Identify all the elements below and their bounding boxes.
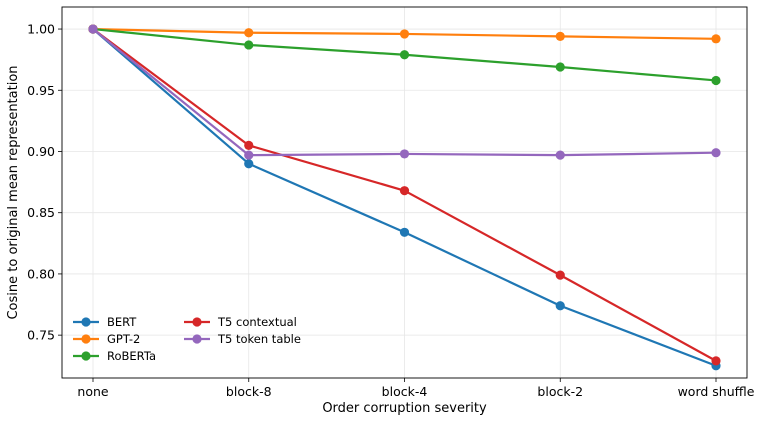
y-tick-label: 0.75 bbox=[27, 328, 55, 343]
data-point-t5-token-table bbox=[244, 150, 254, 160]
x-tick-label: block-8 bbox=[226, 384, 272, 399]
data-point-t5-contextual bbox=[399, 186, 410, 196]
data-point-bert bbox=[555, 301, 565, 311]
legend-label: T5 token table bbox=[217, 332, 301, 346]
x-tick-label: word shuffle bbox=[678, 384, 755, 399]
data-point-t5-token-table bbox=[555, 150, 565, 160]
data-point-t5-token-table bbox=[88, 24, 98, 34]
data-point-gpt-2 bbox=[555, 31, 565, 41]
data-point-t5-contextual bbox=[555, 270, 565, 280]
data-point-bert bbox=[399, 227, 410, 237]
series-t5-token-table bbox=[88, 24, 721, 160]
legend-label: T5 contextual bbox=[217, 315, 297, 329]
y-tick-label: 0.85 bbox=[27, 205, 55, 220]
y-tick-label: 0.95 bbox=[27, 83, 55, 98]
legend-label: RoBERTa bbox=[107, 349, 156, 363]
tick-layer: none block-8 block-4 block-2 word shuffle 0.7… bbox=[27, 22, 755, 399]
data-point-gpt-2 bbox=[711, 34, 721, 44]
legend-swatch-marker bbox=[192, 334, 202, 344]
legend-swatch-marker bbox=[81, 317, 91, 327]
legend: BERT GPT-2 RoBERTa T5 contextual T5 token ta… bbox=[73, 315, 301, 363]
data-point-gpt-2 bbox=[399, 29, 410, 39]
data-point-roberta bbox=[399, 50, 410, 60]
data-point-roberta bbox=[711, 75, 721, 86]
y-tick-label: 0.80 bbox=[27, 266, 55, 281]
data-point-t5-contextual bbox=[244, 140, 254, 150]
data-point-roberta bbox=[555, 62, 565, 72]
legend-label: GPT-2 bbox=[107, 332, 140, 346]
data-point-t5-contextual bbox=[711, 356, 721, 366]
data-point-gpt-2 bbox=[244, 28, 254, 38]
data-point-roberta bbox=[244, 40, 254, 50]
legend-label: BERT bbox=[107, 315, 137, 329]
series-layer bbox=[88, 24, 721, 371]
legend-item-gpt-2: GPT-2 bbox=[73, 332, 140, 346]
legend-item-t5-token-table: T5 token table bbox=[184, 332, 301, 346]
y-tick-label: 1.00 bbox=[27, 22, 55, 37]
data-point-bert bbox=[244, 159, 254, 169]
data-point-t5-token-table bbox=[399, 149, 410, 159]
legend-item-bert: BERT bbox=[73, 315, 137, 329]
x-tick-label: block-2 bbox=[537, 384, 583, 399]
x-tick-label: none bbox=[77, 384, 108, 399]
y-tick-label: 0.90 bbox=[27, 144, 55, 159]
x-axis-label: Order corruption severity bbox=[322, 401, 487, 416]
legend-item-roberta: RoBERTa bbox=[73, 349, 156, 363]
legend-swatch-marker bbox=[192, 317, 202, 327]
data-point-t5-token-table bbox=[711, 148, 721, 158]
y-axis-label: Cosine to original mean representation bbox=[6, 65, 21, 319]
legend-swatch-marker bbox=[81, 351, 91, 361]
x-tick-label: block-4 bbox=[382, 384, 428, 399]
legend-item-t5-contextual: T5 contextual bbox=[184, 315, 297, 329]
legend-swatch-marker bbox=[81, 334, 91, 344]
